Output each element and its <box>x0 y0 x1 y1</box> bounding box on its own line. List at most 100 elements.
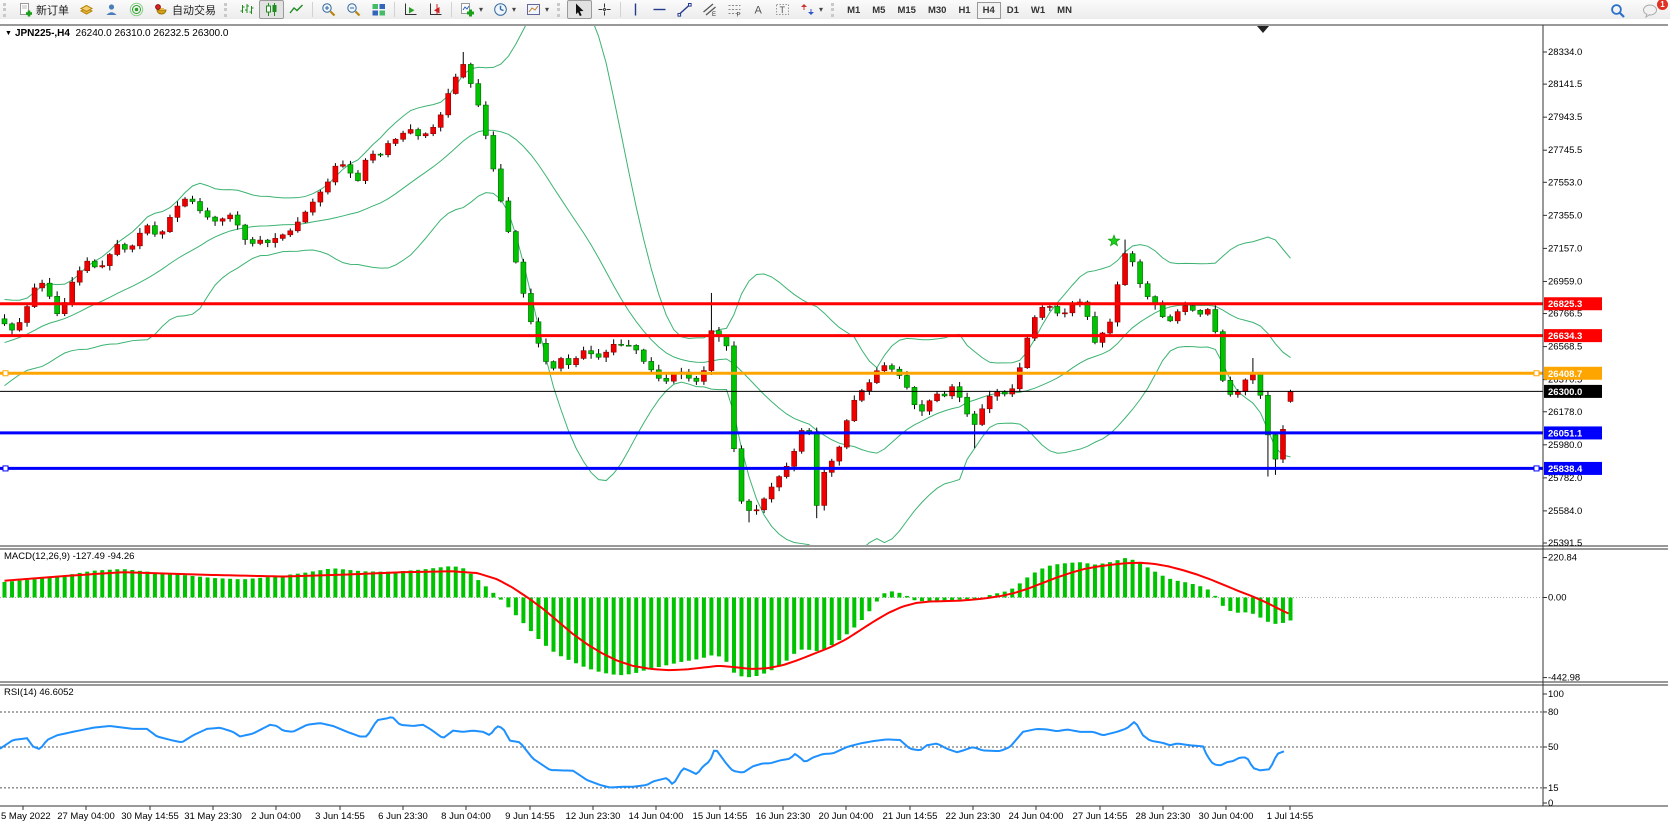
chart-shift-marker <box>1257 26 1269 33</box>
periods-button[interactable]: ▾ <box>488 0 521 19</box>
zoom-out-button[interactable] <box>341 0 366 19</box>
text-button[interactable]: A <box>747 0 770 19</box>
trendline-button[interactable] <box>672 0 697 19</box>
rsi-pane <box>0 711 1543 789</box>
macd-bar <box>754 597 759 677</box>
candle <box>986 395 993 410</box>
tf-button-W1[interactable]: W1 <box>1030 4 1046 16</box>
candle <box>1144 283 1151 297</box>
toolbar-grip[interactable] <box>3 2 9 17</box>
market-button[interactable] <box>74 0 99 19</box>
macd-bar <box>1190 584 1195 598</box>
macd-bar <box>47 577 52 598</box>
fibonacci-button[interactable]: F <box>722 0 747 19</box>
candle <box>550 361 557 369</box>
macd-bar <box>408 570 413 598</box>
candle <box>1159 304 1166 317</box>
candle <box>1235 391 1241 395</box>
price-tick: 25584.0 <box>1548 506 1582 517</box>
candle <box>851 399 858 421</box>
candle <box>287 230 294 236</box>
tf-button-D1[interactable]: D1 <box>1006 4 1019 16</box>
templates-button[interactable]: ▾ <box>521 0 554 19</box>
price-tick: 27943.5 <box>1548 112 1582 123</box>
macd-bar <box>32 579 37 598</box>
candlestick-chart-button[interactable] <box>259 0 284 19</box>
star-marker <box>1107 234 1121 247</box>
macd-bar <box>265 577 270 598</box>
tf-button-M1[interactable]: M1 <box>847 4 861 16</box>
tf-button-MN[interactable]: MN <box>1057 4 1072 16</box>
candle <box>1257 373 1264 396</box>
arrows-button[interactable]: ▾ <box>795 0 828 19</box>
candle <box>874 370 880 383</box>
macd-bar <box>814 597 819 652</box>
chat-button[interactable]: 1 <box>1637 0 1668 20</box>
community-button[interactable] <box>99 0 124 19</box>
toolbar-grip[interactable] <box>224 2 230 17</box>
horizontal-line-button[interactable] <box>647 0 672 19</box>
window-menu-icon[interactable]: ▼ <box>5 30 12 37</box>
candle <box>1272 434 1279 460</box>
toolbar-grip[interactable] <box>831 2 837 17</box>
label-button[interactable]: T <box>770 0 795 19</box>
bar-chart-button[interactable] <box>234 0 259 19</box>
zoom-in-button[interactable] <box>316 0 341 19</box>
candle <box>1137 261 1143 285</box>
macd-bar <box>784 597 789 661</box>
candle <box>99 265 106 268</box>
tile-windows-button[interactable] <box>366 0 391 19</box>
macd-bar <box>589 597 594 670</box>
rsi-tick: 80 <box>1548 707 1559 718</box>
tf-button-M5[interactable]: M5 <box>872 4 886 16</box>
auto-scroll-icon <box>403 2 418 17</box>
time-label: 27 Jun 14:55 <box>1073 811 1128 822</box>
chart-shift-button[interactable] <box>423 0 448 19</box>
line-handle <box>1533 370 1540 377</box>
svg-text:A: A <box>755 5 763 17</box>
search-icon <box>1610 3 1626 19</box>
auto-scroll-button[interactable] <box>398 0 423 19</box>
macd-bar <box>1288 597 1293 621</box>
indicators-button[interactable]: ▾ <box>455 0 488 19</box>
tf-button-M30[interactable]: M30 <box>927 4 947 16</box>
horizontal-line-icon <box>652 2 667 17</box>
time-label: 20 Jun 04:00 <box>819 811 874 822</box>
tf-button-M15[interactable]: M15 <box>897 4 916 16</box>
candle <box>106 254 113 266</box>
macd-tick: 0.00 <box>1548 593 1567 604</box>
channel-button[interactable]: E <box>697 0 722 19</box>
candle <box>392 138 399 144</box>
fibonacci-icon: F <box>727 2 742 17</box>
candle <box>1099 332 1106 343</box>
cursor-button[interactable] <box>567 0 593 19</box>
candle <box>580 350 587 359</box>
autotrading-button[interactable]: 自动交易 <box>149 0 221 19</box>
tile-windows-icon <box>371 2 386 17</box>
macd-bar <box>889 591 894 598</box>
macd-bar <box>182 575 187 598</box>
chart-title[interactable]: ▼ JPN225-,H4 26240.0 26310.0 26232.5 2630… <box>5 28 228 39</box>
toolbar-grip[interactable] <box>557 2 563 17</box>
macd-bar <box>1168 578 1173 598</box>
bb-lower <box>4 192 1291 545</box>
crosshair-button[interactable] <box>592 0 617 19</box>
tf-button-H1[interactable]: H1 <box>958 4 971 16</box>
price-badge-label: 26051.1 <box>1548 428 1583 439</box>
signals-button[interactable] <box>124 0 149 19</box>
vertical-line-button[interactable] <box>624 0 647 19</box>
macd-bar <box>604 597 609 674</box>
vertical-line-icon <box>629 2 642 17</box>
macd-bar <box>137 570 142 598</box>
search-button[interactable] <box>1605 1 1631 20</box>
macd-bar <box>762 597 767 674</box>
macd-tick: 220.84 <box>1548 553 1577 564</box>
candle <box>648 361 655 371</box>
line-chart-button[interactable] <box>284 0 309 19</box>
tf-button-H4[interactable]: H4 <box>976 1 1001 19</box>
new-order-button[interactable]: 新订单 <box>13 0 74 19</box>
time-label: 24 Jun 04:00 <box>1009 811 1064 822</box>
